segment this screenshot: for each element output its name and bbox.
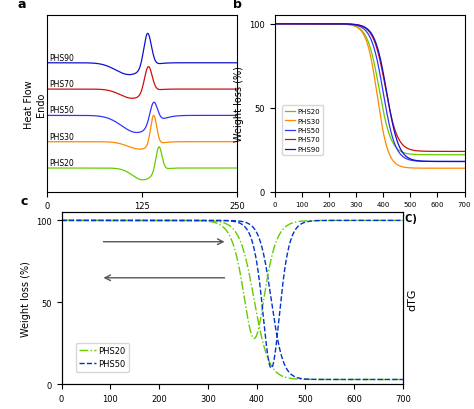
PHS20 <box>421 153 427 158</box>
PHS90 <box>359 25 365 29</box>
PHS20 <box>359 29 365 34</box>
PHS90 <box>456 160 462 164</box>
PHS30 <box>282 22 287 27</box>
PHS50 <box>456 160 462 164</box>
PHS50 <box>264 266 269 271</box>
X-axis label: Temperature (°C): Temperature (°C) <box>95 216 190 227</box>
Y-axis label: Weight loss (%): Weight loss (%) <box>20 261 31 337</box>
PHS50 <box>462 160 467 164</box>
PHS50 <box>272 22 278 27</box>
PHS90 <box>282 22 287 27</box>
PHS20 <box>282 22 287 27</box>
Line: PHS50: PHS50 <box>62 221 403 380</box>
PHS50 <box>364 31 370 36</box>
PHS20 <box>313 377 319 382</box>
PHS20 <box>59 218 64 223</box>
PHS70 <box>456 150 462 155</box>
PHS20 <box>462 153 467 158</box>
Text: c: c <box>21 194 28 207</box>
Text: PHS20: PHS20 <box>50 158 74 167</box>
PHS50 <box>421 160 427 164</box>
PHS20 <box>272 22 278 27</box>
PHS20 <box>264 352 269 357</box>
Text: PHS50: PHS50 <box>50 106 74 115</box>
PHS30 <box>456 166 462 171</box>
PHS30 <box>456 166 462 171</box>
PHS20 <box>121 218 127 223</box>
PHS70 <box>456 150 462 155</box>
PHS50 <box>282 22 287 27</box>
PHS20 <box>339 377 345 382</box>
Text: b: b <box>233 0 242 11</box>
Y-axis label: Heat Flow
Endo: Heat Flow Endo <box>25 80 46 128</box>
Line: PHS20: PHS20 <box>275 25 465 155</box>
PHS50 <box>313 377 319 382</box>
PHS50 <box>359 26 365 31</box>
Legend: PHS20, PHS50: PHS20, PHS50 <box>76 343 129 372</box>
PHS30 <box>462 166 467 171</box>
PHS50 <box>400 377 406 382</box>
Line: PHS70: PHS70 <box>275 25 465 152</box>
PHS20 <box>456 153 462 158</box>
Text: PHS30: PHS30 <box>50 132 74 141</box>
Line: PHS90: PHS90 <box>275 25 465 162</box>
PHS20 <box>364 38 370 43</box>
PHS70 <box>421 149 427 154</box>
Text: a: a <box>17 0 26 11</box>
PHS90 <box>462 160 467 164</box>
PHS30 <box>364 41 370 46</box>
PHS70 <box>364 28 370 33</box>
PHS70 <box>282 22 287 27</box>
PHS90 <box>272 22 278 27</box>
PHS50 <box>456 160 462 164</box>
Line: PHS50: PHS50 <box>275 25 465 162</box>
PHS90 <box>456 160 462 164</box>
PHS30 <box>272 22 278 27</box>
PHS20 <box>189 218 195 223</box>
PHS50 <box>189 218 195 223</box>
PHS20 <box>456 153 462 158</box>
PHS30 <box>359 30 365 35</box>
Line: PHS20: PHS20 <box>62 221 403 380</box>
X-axis label: Temperature (°C): Temperature (°C) <box>322 213 417 223</box>
PHS50 <box>339 377 345 382</box>
Y-axis label: dTG: dTG <box>407 288 417 310</box>
Legend: PHS20, PHS30, PHS50, PHS70, PHS90: PHS20, PHS30, PHS50, PHS70, PHS90 <box>282 106 323 155</box>
PHS70 <box>359 25 365 30</box>
PHS50 <box>121 218 127 223</box>
PHS90 <box>421 160 427 164</box>
Text: PHS90: PHS90 <box>50 54 74 63</box>
PHS90 <box>364 27 370 32</box>
PHS20 <box>400 377 406 382</box>
PHS70 <box>462 150 467 155</box>
PHS20 <box>281 374 286 379</box>
PHS70 <box>272 22 278 27</box>
Y-axis label: Weight loss (%): Weight loss (%) <box>234 66 244 142</box>
PHS50 <box>59 218 64 223</box>
PHS30 <box>421 166 427 171</box>
Text: PHS70: PHS70 <box>50 80 74 89</box>
PHS50 <box>281 360 286 365</box>
Line: PHS30: PHS30 <box>275 25 465 169</box>
